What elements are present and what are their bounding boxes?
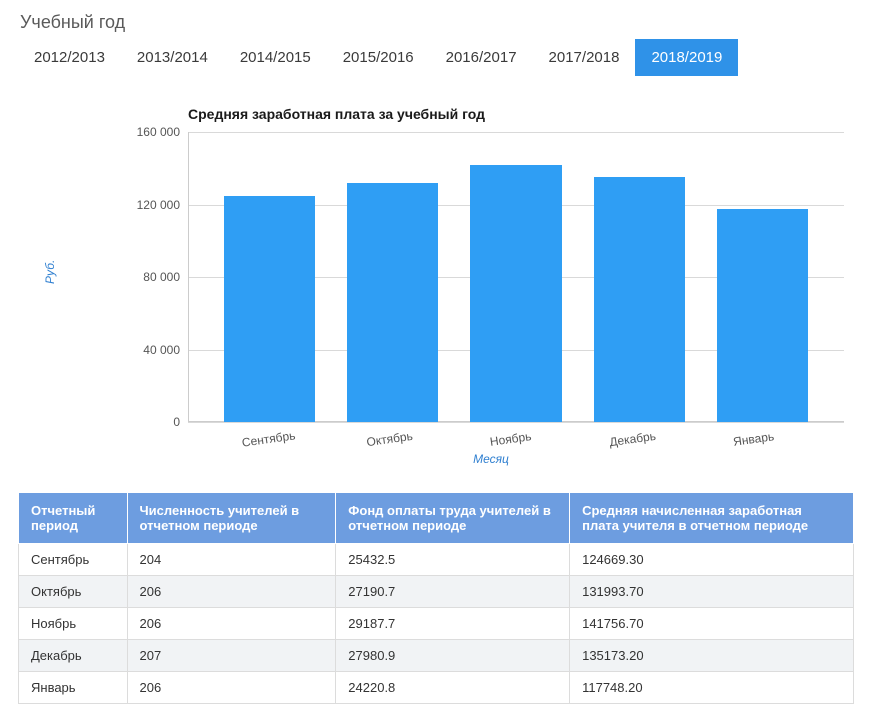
table-cell: Октябрь — [19, 576, 128, 608]
y-axis-label: Руб. — [43, 260, 57, 284]
x-tick-labels: СентябрьОктябрьНоябрьДекабрьЯнварь — [188, 422, 834, 446]
table-cell: 117748.20 — [570, 672, 854, 704]
y-tick-label: 40 000 — [143, 343, 180, 357]
table-column-header: Фонд оплаты труда учителей в отчетном пе… — [336, 493, 570, 544]
x-tick-label: Декабрь — [571, 424, 693, 455]
chart-bar — [224, 196, 315, 422]
table-cell: 206 — [127, 608, 336, 640]
table-cell: 124669.30 — [570, 544, 854, 576]
table-cell: 204 — [127, 544, 336, 576]
y-tick-label: 0 — [173, 415, 180, 429]
table-column-header: Средняя начисленная заработная плата учи… — [570, 493, 854, 544]
table-cell: Сентябрь — [19, 544, 128, 576]
year-tab[interactable]: 2018/2019 — [635, 39, 738, 76]
chart-bar — [470, 165, 561, 422]
table-header-row: Отчетный периодЧисленность учителей в от… — [19, 493, 854, 544]
year-tab[interactable]: 2016/2017 — [430, 39, 533, 76]
x-tick-label: Октябрь — [329, 424, 451, 455]
table-cell: 135173.20 — [570, 640, 854, 672]
table-cell: 206 — [127, 672, 336, 704]
chart-bar — [347, 183, 438, 422]
y-ticks: 040 00080 000120 000160 000 — [128, 132, 188, 422]
bar-slot — [701, 132, 824, 422]
chart-bar — [717, 209, 808, 422]
chart-bars — [188, 132, 844, 422]
table-cell: 25432.5 — [336, 544, 570, 576]
table-row: Декабрь20727980.9135173.20 — [19, 640, 854, 672]
bar-slot — [331, 132, 454, 422]
table-cell: 27980.9 — [336, 640, 570, 672]
year-tab[interactable]: 2012/2013 — [18, 39, 121, 76]
y-tick-label: 80 000 — [143, 270, 180, 284]
x-tick-label: Ноябрь — [450, 424, 572, 455]
table-cell: Декабрь — [19, 640, 128, 672]
table-row: Сентябрь20425432.5124669.30 — [19, 544, 854, 576]
year-tab[interactable]: 2017/2018 — [533, 39, 636, 76]
y-tick-label: 160 000 — [137, 125, 180, 139]
chart-plot-area: Руб. 040 00080 000120 000160 000 — [128, 132, 854, 422]
year-tab[interactable]: 2015/2016 — [327, 39, 430, 76]
table-cell: 206 — [127, 576, 336, 608]
table-column-header: Отчетный период — [19, 493, 128, 544]
table-cell: 131993.70 — [570, 576, 854, 608]
table-cell: 141756.70 — [570, 608, 854, 640]
chart-title: Средняя заработная плата за учебный год — [188, 106, 854, 122]
grid-line — [188, 422, 844, 423]
table-row: Январь20624220.8117748.20 — [19, 672, 854, 704]
table-cell: 207 — [127, 640, 336, 672]
salary-chart: Средняя заработная плата за учебный год … — [18, 106, 854, 466]
table-row: Ноябрь20629187.7141756.70 — [19, 608, 854, 640]
table-cell: 24220.8 — [336, 672, 570, 704]
table-cell: 27190.7 — [336, 576, 570, 608]
bar-slot — [454, 132, 577, 422]
table-cell: Ноябрь — [19, 608, 128, 640]
x-tick-label: Сентябрь — [208, 424, 330, 455]
table-column-header: Численность учителей в отчетном периоде — [127, 493, 336, 544]
salary-table: Отчетный периодЧисленность учителей в от… — [18, 492, 854, 704]
table-cell: 29187.7 — [336, 608, 570, 640]
x-tick-label: Январь — [692, 424, 814, 455]
year-tab[interactable]: 2013/2014 — [121, 39, 224, 76]
x-axis-label: Месяц — [128, 452, 854, 466]
year-tabs: 2012/20132013/20142014/20152015/20162016… — [18, 39, 854, 76]
table-row: Октябрь20627190.7131993.70 — [19, 576, 854, 608]
table-body: Сентябрь20425432.5124669.30Октябрь206271… — [19, 544, 854, 704]
chart-bar — [594, 177, 685, 422]
y-tick-label: 120 000 — [137, 198, 180, 212]
bar-slot — [578, 132, 701, 422]
year-tab[interactable]: 2014/2015 — [224, 39, 327, 76]
table-cell: Январь — [19, 672, 128, 704]
bar-slot — [208, 132, 331, 422]
page-section-title: Учебный год — [20, 12, 854, 33]
